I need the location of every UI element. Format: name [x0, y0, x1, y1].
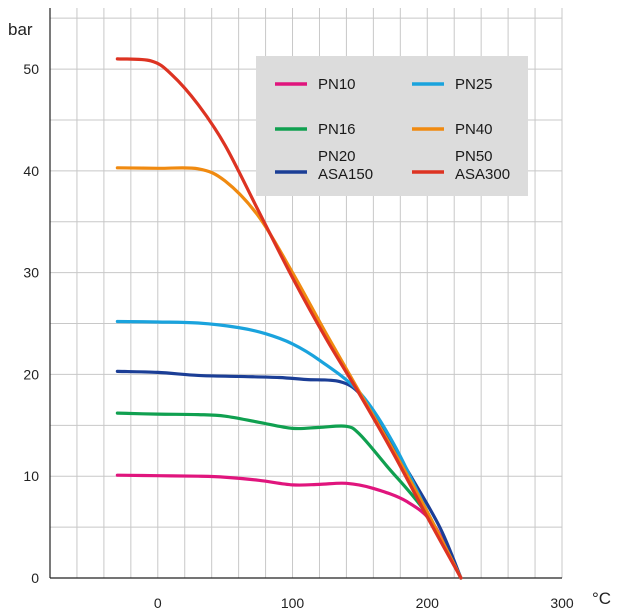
- x-tick-label: 300: [550, 595, 574, 611]
- y-tick-label: 10: [23, 468, 39, 484]
- series-line-0: [115, 473, 463, 580]
- axes: [49, 8, 562, 579]
- x-tick-label: 0: [154, 595, 162, 611]
- x-tick-label: 100: [281, 595, 305, 611]
- legend-label: PN20: [318, 148, 356, 165]
- legend-label: PN50: [455, 148, 493, 165]
- y-tick-label: 50: [23, 61, 39, 77]
- legend-label: PN25: [455, 76, 493, 93]
- y-tick-label: 40: [23, 163, 39, 179]
- y-tick-label: 0: [31, 570, 39, 586]
- legend-label: ASA300: [455, 166, 510, 183]
- legend-label: PN16: [318, 121, 356, 138]
- legend-label: ASA150: [318, 166, 373, 183]
- series-lines: [115, 57, 463, 580]
- tick-labels: 0 10 20 30 40 50 0 100 200 300: [23, 61, 573, 611]
- y-tick-label: 20: [23, 366, 39, 382]
- series-line-3: [115, 319, 463, 580]
- series-line-1: [115, 411, 463, 580]
- legend-label: PN40: [455, 121, 493, 138]
- series-line-5: [115, 57, 463, 580]
- y-axis-label: bar: [8, 20, 33, 39]
- x-axis-label: °C: [592, 589, 611, 608]
- series-line-4: [115, 166, 463, 580]
- x-tick-label: 200: [416, 595, 440, 611]
- y-tick-label: 30: [23, 265, 39, 281]
- legend-label: PN10: [318, 76, 356, 93]
